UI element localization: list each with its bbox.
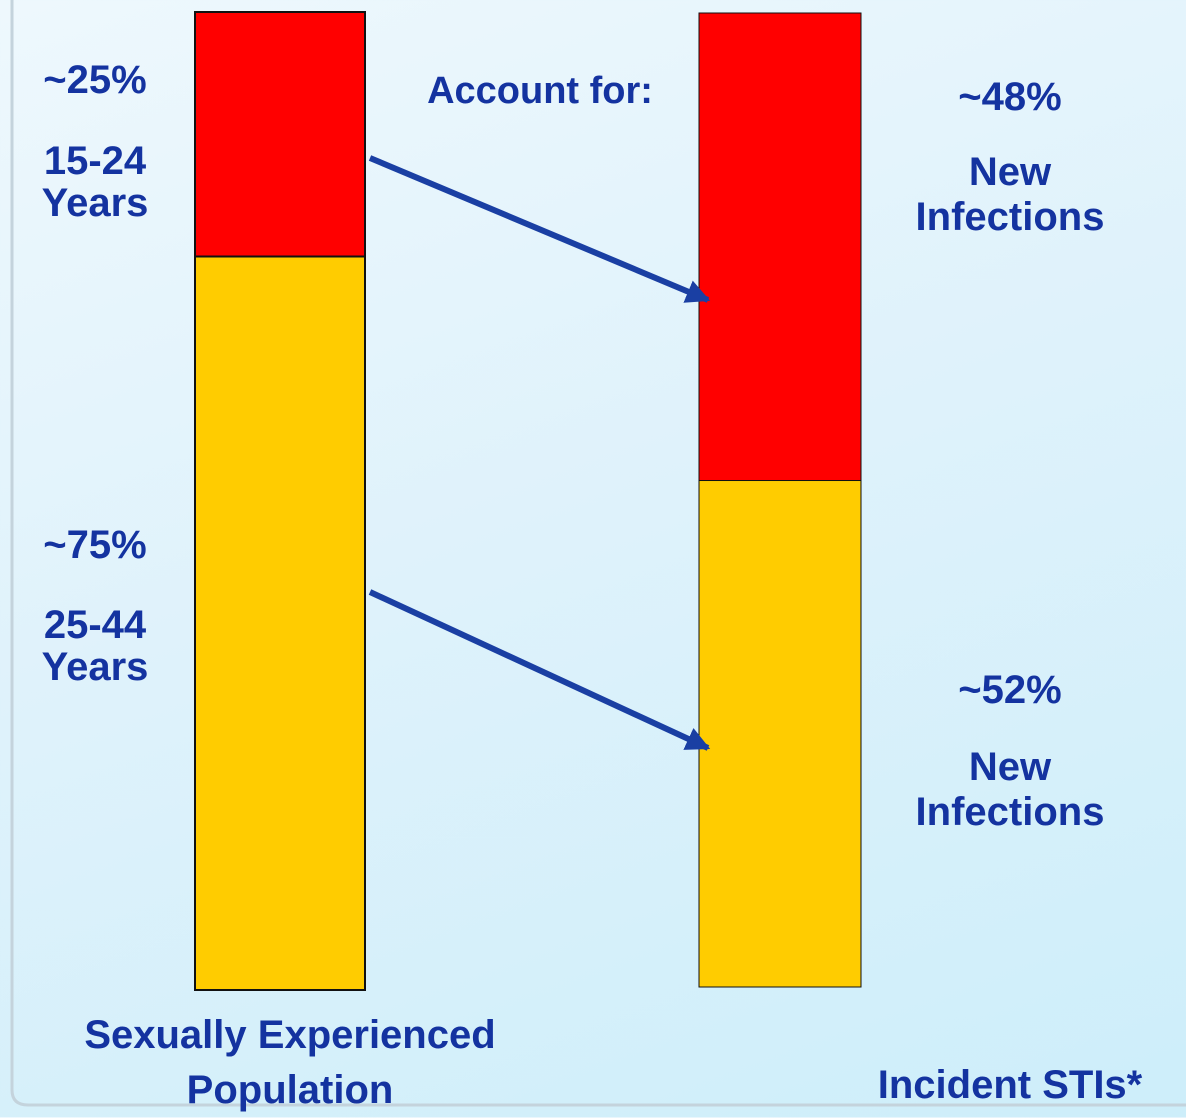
arrow — [368, 155, 711, 303]
bar-segment — [698, 12, 862, 482]
arrow — [368, 589, 711, 751]
annotation: Account for: — [427, 70, 653, 112]
segment-label: 25-44 Years — [41, 603, 149, 689]
category-label: Sexually Experienced Population — [84, 1013, 496, 1112]
segment-label: New Infections — [915, 150, 1105, 239]
value-label: ~75% — [43, 523, 147, 567]
bar-segment — [194, 255, 366, 991]
bar-segment — [194, 11, 366, 258]
bar-segment — [698, 480, 862, 988]
segment-label: New Infections — [915, 745, 1105, 834]
value-label: ~48% — [958, 75, 1062, 119]
category-label: Incident STIs* — [877, 1063, 1143, 1107]
value-label: ~25% — [43, 58, 147, 102]
bars — [194, 11, 862, 991]
frame — [10, 0, 1186, 1107]
segment-label: 15-24 Years — [41, 139, 149, 225]
value-label: ~52% — [958, 668, 1062, 712]
